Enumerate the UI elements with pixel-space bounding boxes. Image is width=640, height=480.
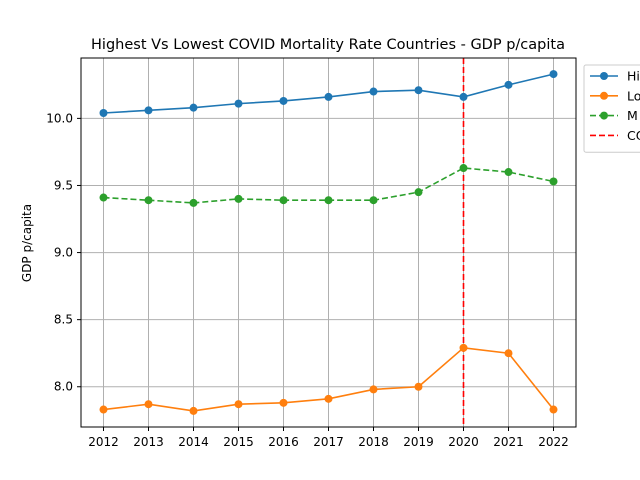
data-point: [189, 406, 198, 415]
x-tick-label: 2015: [223, 435, 254, 449]
data-point: [504, 168, 513, 177]
data-point: [279, 96, 288, 105]
x-tick-label: 2017: [313, 435, 344, 449]
y-tick-label: 8.0: [54, 380, 73, 394]
data-point: [414, 188, 423, 197]
chart-title: Highest Vs Lowest COVID Mortality Rate C…: [91, 37, 565, 53]
x-tick-label: 2020: [448, 435, 479, 449]
data-point: [99, 109, 108, 118]
x-tick-label: 2018: [358, 435, 389, 449]
data-point: [279, 196, 288, 205]
plot-frame: [80, 57, 577, 428]
legend-label: Hi: [627, 69, 640, 84]
data-point: [459, 92, 468, 101]
data-point: [369, 385, 378, 394]
legend-entry: Lo: [590, 88, 640, 103]
legend-label: Lo: [627, 88, 640, 103]
data-point: [324, 196, 333, 205]
x-tick-label: 2022: [538, 435, 569, 449]
data-point: [144, 400, 153, 409]
legend-entry: Hi: [590, 69, 640, 84]
legend-label: M: [627, 108, 638, 123]
data-point: [234, 194, 243, 203]
y-tick-label: 10.0: [46, 111, 73, 125]
legend-marker: [600, 72, 608, 80]
x-tick-label: 2013: [133, 435, 164, 449]
data-point: [504, 80, 513, 89]
data-point: [369, 196, 378, 205]
legend-label: CO: [627, 128, 640, 143]
data-point: [99, 193, 108, 202]
data-point: [324, 92, 333, 101]
data-point: [504, 349, 513, 358]
data-point: [369, 87, 378, 96]
y-tick-label: 9.5: [54, 178, 73, 192]
legend-marker: [600, 111, 608, 120]
data-point: [189, 198, 198, 207]
y-tick-label: 9.0: [54, 246, 73, 260]
y-tick-label: 8.5: [54, 313, 73, 327]
legend-entry: M: [590, 108, 638, 123]
legend-box: [583, 64, 640, 153]
data-point: [189, 103, 198, 112]
data-point: [459, 343, 468, 352]
data-point: [549, 177, 558, 186]
series-3: [99, 164, 558, 207]
data-point: [234, 99, 243, 108]
data-point: [144, 196, 153, 205]
y-axis-label: GDP p/capita: [20, 204, 34, 282]
data-point: [234, 400, 243, 409]
legend-marker: [600, 91, 608, 100]
data-point: [414, 382, 423, 391]
legend-entry: CO: [590, 128, 640, 143]
series-2: [99, 343, 558, 415]
grid: [81, 58, 576, 427]
axis-ticks: 2012 2013 2014 2015 2016 2017 2018 2019 2020 2021…: [46, 111, 568, 449]
x-tick-label: 2014: [178, 435, 209, 449]
data-point: [99, 405, 108, 414]
data-point: [279, 398, 288, 407]
x-tick-label: 2016: [268, 435, 299, 449]
data-point: [324, 394, 333, 403]
series-group: [99, 70, 558, 415]
x-tick-label: 2021: [493, 435, 524, 449]
data-point: [549, 70, 558, 79]
legend: Hi Lo M CO: [583, 64, 640, 153]
data-point: [414, 86, 423, 95]
series-1: [99, 70, 558, 118]
data-point: [144, 106, 153, 115]
x-tick-label: 2019: [403, 435, 434, 449]
data-point: [459, 164, 468, 173]
data-point: [549, 405, 558, 414]
x-tick-label: 2012: [88, 435, 119, 449]
